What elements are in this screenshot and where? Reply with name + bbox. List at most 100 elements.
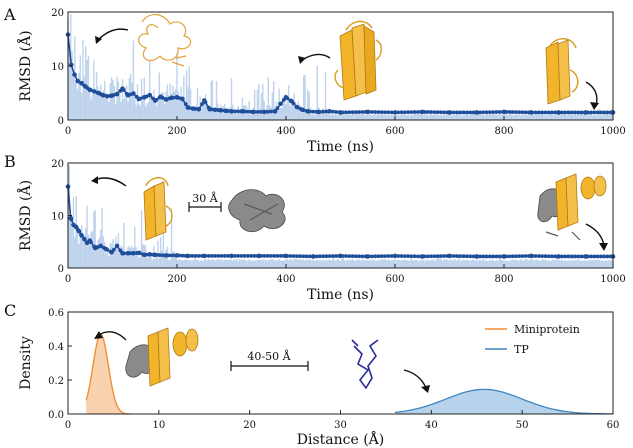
y-tick-label: 10 xyxy=(51,212,64,223)
data-point xyxy=(226,254,231,258)
data-point xyxy=(389,254,394,258)
data-point xyxy=(373,110,378,114)
x-tick-label: 1000 xyxy=(600,274,625,285)
arrow-head-icon xyxy=(590,102,599,110)
data-point xyxy=(481,110,486,115)
data-point xyxy=(87,87,93,93)
data-point xyxy=(602,254,607,259)
data-point xyxy=(125,251,131,256)
data-point xyxy=(589,110,594,115)
data-point xyxy=(142,95,147,100)
data-point xyxy=(406,254,410,259)
data-point xyxy=(569,110,574,115)
data-point xyxy=(605,254,610,259)
data-point xyxy=(330,109,335,114)
data-point xyxy=(474,110,480,115)
data-point xyxy=(380,110,384,115)
data-point xyxy=(191,106,196,111)
data-point xyxy=(451,254,456,258)
x-axis-label: Distance (Å) xyxy=(297,430,385,448)
data-point xyxy=(163,97,169,102)
panel-a-chart: 0 200 400 600 800 1000 0 10 20 Time (ns) RMSD (Å) xyxy=(16,8,626,155)
complex-illustration xyxy=(537,173,607,241)
data-point xyxy=(229,109,234,114)
data-point xyxy=(576,254,581,259)
data-point xyxy=(409,110,414,115)
y-tick-label: 0 xyxy=(58,264,64,275)
data-point xyxy=(283,95,289,100)
data-point xyxy=(180,253,185,258)
data-point xyxy=(412,254,417,259)
folded-protein-illustration xyxy=(143,177,173,241)
data-point xyxy=(265,254,270,258)
data-point xyxy=(365,109,371,115)
data-point xyxy=(131,91,136,96)
data-point xyxy=(213,254,218,258)
data-point xyxy=(185,105,191,110)
x-tick-label: 0 xyxy=(65,420,71,431)
data-point xyxy=(370,254,375,259)
data-point xyxy=(523,110,528,115)
data-point xyxy=(304,254,309,259)
data-point xyxy=(517,110,522,115)
data-point xyxy=(432,254,437,259)
data-point xyxy=(471,254,476,259)
data-point xyxy=(491,254,495,259)
curved-arrow-icon xyxy=(93,177,127,187)
data-point xyxy=(497,110,502,114)
data-point xyxy=(438,110,443,115)
data-point xyxy=(399,110,404,115)
data-point xyxy=(556,254,561,259)
data-point xyxy=(386,254,391,258)
data-point xyxy=(491,110,495,115)
curved-arrow-icon xyxy=(585,223,605,247)
y-tick-label: 0.4 xyxy=(48,342,64,353)
data-point xyxy=(481,254,486,259)
data-point xyxy=(136,250,142,256)
data-point xyxy=(120,86,125,91)
complex-illustration xyxy=(125,327,199,387)
x-tick-label: 40 xyxy=(425,420,438,431)
y-tick-label: 20 xyxy=(51,8,64,19)
data-point xyxy=(223,108,229,114)
data-point xyxy=(435,254,440,259)
data-point xyxy=(193,254,198,258)
data-point xyxy=(396,110,401,115)
data-point xyxy=(201,98,207,103)
data-point xyxy=(550,110,554,115)
folded-protein-illustration xyxy=(545,38,579,105)
data-point xyxy=(563,110,567,115)
data-point xyxy=(533,110,538,115)
x-axis-label: Time (ns) xyxy=(307,287,374,303)
data-point xyxy=(383,254,388,259)
data-point xyxy=(447,253,452,259)
data-point xyxy=(338,110,343,115)
data-point xyxy=(265,109,270,114)
data-point xyxy=(360,110,365,114)
data-point xyxy=(157,253,162,257)
arrow-head-icon xyxy=(95,36,102,44)
data-point xyxy=(396,254,401,258)
data-point xyxy=(550,254,554,259)
loop-path xyxy=(549,38,579,93)
data-point xyxy=(87,238,93,243)
data-point xyxy=(451,110,456,115)
data-point xyxy=(579,254,584,259)
x-tick-label: 800 xyxy=(494,274,513,285)
data-point xyxy=(447,110,452,115)
curved-arrow-icon xyxy=(301,53,331,61)
data-point xyxy=(373,254,378,259)
data-point xyxy=(82,236,87,242)
arrow-head-icon xyxy=(94,331,103,339)
data-point xyxy=(514,110,518,115)
data-point xyxy=(442,254,446,258)
folded-protein-illustration xyxy=(334,20,382,101)
y-tick-label: 0.2 xyxy=(48,376,64,387)
data-point xyxy=(338,253,343,259)
data-point xyxy=(523,254,528,258)
data-point xyxy=(556,110,561,115)
data-point xyxy=(152,98,158,103)
data-point xyxy=(566,110,571,115)
data-point xyxy=(569,254,574,259)
data-point xyxy=(311,109,316,114)
